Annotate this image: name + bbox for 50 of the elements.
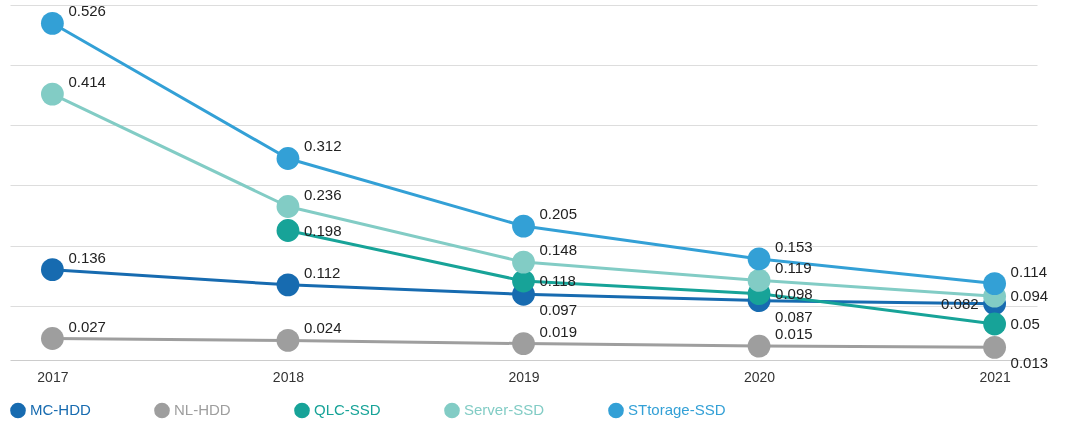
x-tick-label: 2019: [508, 368, 540, 385]
point: [512, 214, 535, 238]
legend-label: STtorage-SSD: [628, 401, 726, 419]
x-tick-label: 2018: [272, 368, 305, 385]
data-label: 0.024: [303, 319, 342, 337]
point: [41, 327, 64, 350]
data-label: 0.019: [539, 322, 578, 340]
point: [276, 147, 300, 170]
data-label: 0.013: [1010, 354, 1049, 372]
point: [276, 329, 300, 352]
data-label: 0.087: [775, 307, 813, 325]
data-label: 0.027: [68, 317, 106, 335]
point: [512, 332, 535, 355]
point: [983, 272, 1006, 295]
point: [276, 273, 300, 297]
data-label: 0.153: [775, 237, 813, 255]
point: [747, 334, 771, 358]
data-label: 0.015: [775, 325, 813, 343]
point: [41, 258, 64, 282]
data-label: 0.097: [539, 301, 578, 319]
data-label: 0.094: [1010, 287, 1049, 305]
legend-label: QLC-SSD: [314, 401, 381, 419]
point: [512, 250, 535, 274]
point: [983, 335, 1006, 359]
data-label: 0.114: [1010, 262, 1048, 280]
point: [41, 11, 64, 35]
point: [747, 269, 771, 292]
data-label: 0.526: [68, 2, 106, 20]
point: [276, 195, 300, 218]
data-label: 0.312: [303, 137, 342, 155]
data-label: 0.136: [68, 248, 106, 266]
point: [276, 219, 300, 242]
x-tick-label: 2017: [37, 368, 69, 385]
data-label: 0.414: [68, 73, 106, 91]
point: [747, 247, 771, 271]
data-label: 0.112: [303, 263, 341, 281]
point: [983, 312, 1006, 336]
data-label: 0.198: [303, 221, 342, 239]
point: [41, 82, 64, 106]
data-label: 0.205: [539, 205, 578, 223]
legend-label: Server-SSD: [464, 401, 545, 419]
data-label: 0.05: [1010, 314, 1040, 332]
x-tick-label: 2020: [743, 368, 776, 385]
data-label: 0.148: [539, 241, 578, 259]
legend-label: MC-HDD: [30, 401, 91, 419]
x-tick-label: 2021: [979, 368, 1011, 385]
data-label: 0.236: [303, 185, 342, 203]
data-label: 0.119: [775, 259, 812, 277]
legend-label: NL-HDD: [174, 401, 231, 419]
point: [512, 269, 535, 293]
